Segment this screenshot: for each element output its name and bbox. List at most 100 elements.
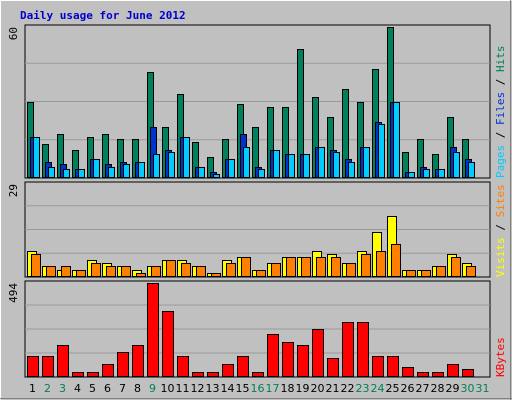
bar-pages-day-11: [183, 137, 190, 178]
bar-pages-day-9: [153, 154, 160, 178]
bar-sites-day-26: [406, 270, 416, 277]
bar-sites-day-28: [436, 266, 446, 277]
bar-sites-day-2: [46, 266, 56, 277]
bar-sites-day-4: [76, 270, 86, 277]
bar-pages-day-20: [318, 147, 325, 178]
bar-sites-day-9: [151, 266, 161, 277]
bar-kbytes-day-10: [162, 311, 174, 377]
bar-pages-day-3: [63, 169, 70, 178]
x-tick-day-10: 10: [161, 382, 175, 395]
bar-kbytes-day-12: [192, 372, 204, 377]
legend-kbytes: KBytes: [494, 337, 507, 377]
bar-sites-day-18: [286, 257, 296, 277]
x-tick-day-26: 26: [401, 382, 415, 395]
bar-pages-day-17: [273, 150, 280, 178]
bar-kbytes-day-8: [132, 345, 144, 377]
legend-hits: Hits: [494, 46, 507, 73]
x-tick-day-1: 1: [29, 382, 36, 395]
bar-pages-day-18: [288, 154, 295, 178]
bar-pages-day-26: [408, 172, 415, 178]
bar-pages-day-19: [303, 154, 310, 178]
x-tick-day-3: 3: [59, 382, 66, 395]
panel-hits-ymax-label: 60: [7, 27, 20, 40]
x-tick-day-14: 14: [221, 382, 235, 395]
x-tick-day-15: 15: [236, 382, 250, 395]
bar-kbytes-day-30: [462, 369, 474, 377]
bar-sites-day-16: [256, 270, 266, 277]
panel-visits: 29 Visits / Sites: [7, 181, 507, 278]
x-tick-day-31: 31: [476, 382, 490, 395]
panel-kbytes: 494 KBytes: [7, 280, 507, 378]
panel-visits-ymax-label: 29: [7, 184, 20, 197]
panel-hits-series-legend: Pages / Files / Hits: [494, 46, 507, 179]
bar-pages-day-13: [213, 174, 220, 178]
legend-visits: Visits: [494, 237, 507, 277]
bar-pages-day-2: [48, 167, 55, 178]
legend-separator: /: [494, 217, 507, 237]
bar-kbytes-day-27: [417, 372, 429, 377]
bar-kbytes-day-9: [147, 283, 159, 377]
x-tick-day-6: 6: [104, 382, 111, 395]
bar-sites-day-3: [61, 266, 71, 277]
bar-sites-day-27: [421, 270, 431, 277]
bar-pages-day-24: [378, 124, 385, 178]
x-tick-day-25: 25: [386, 382, 400, 395]
panel-visits-series-legend: Visits / Sites: [494, 184, 507, 277]
bar-pages-day-28: [438, 169, 445, 178]
bar-pages-day-14: [228, 159, 235, 178]
x-tick-day-12: 12: [191, 382, 205, 395]
x-tick-day-22: 22: [341, 382, 355, 395]
bar-kbytes-day-3: [57, 345, 69, 377]
bar-sites-day-14: [226, 263, 236, 277]
bar-sites-day-25: [391, 244, 401, 277]
bar-kbytes-day-15: [237, 356, 249, 377]
bar-kbytes-day-23: [357, 322, 369, 377]
bar-kbytes-day-24: [372, 356, 384, 377]
bar-pages-day-8: [138, 162, 145, 178]
bar-pages-day-27: [423, 169, 430, 178]
x-axis-day-labels: 1 2 3 4 5 6 7 8 9 10 11 12 13 14 15 16 17 18 19 20 21 22 23 24 2…: [29, 382, 490, 395]
bar-kbytes-day-6: [102, 364, 114, 377]
bar-kbytes-day-7: [117, 352, 129, 377]
bar-sites-day-15: [241, 257, 251, 277]
bar-kbytes-day-28: [432, 372, 444, 377]
bar-sites-day-6: [106, 266, 116, 277]
x-tick-day-13: 13: [206, 382, 220, 395]
bar-pages-day-30: [468, 162, 475, 178]
bar-pages-day-25: [393, 102, 400, 178]
panel-kbytes-series-legend: KBytes: [494, 337, 507, 377]
bar-kbytes-day-13: [207, 372, 219, 377]
bar-sites-day-22: [346, 263, 356, 277]
panel-hits: 60 Pages / Files / Hits: [7, 24, 507, 179]
bar-kbytes-day-22: [342, 322, 354, 377]
bar-kbytes-day-25: [387, 356, 399, 377]
bar-sites-day-19: [301, 257, 311, 277]
bar-kbytes-day-19: [297, 345, 309, 377]
x-tick-day-4: 4: [74, 382, 81, 395]
bar-sites-day-23: [361, 254, 371, 277]
x-tick-day-28: 28: [431, 382, 445, 395]
bar-sites-day-30: [466, 266, 476, 277]
legend-separator: /: [494, 125, 507, 145]
bar-pages-day-15: [243, 147, 250, 178]
bar-sites-day-24: [376, 251, 386, 277]
bar-kbytes-day-1: [27, 356, 39, 377]
x-tick-day-24: 24: [371, 382, 385, 395]
bar-sites-day-13: [211, 273, 221, 277]
x-tick-day-16: 16: [251, 382, 265, 395]
bar-pages-day-23: [363, 147, 370, 178]
bar-kbytes-day-29: [447, 364, 459, 377]
bar-sites-day-21: [331, 257, 341, 277]
bar-kbytes-day-21: [327, 358, 339, 377]
bar-pages-day-29: [453, 152, 460, 178]
x-tick-day-7: 7: [119, 382, 126, 395]
bar-kbytes-day-2: [42, 356, 54, 377]
chart-title: Daily usage for June 2012: [20, 9, 186, 22]
panel-kbytes-ymax-label: 494: [7, 283, 20, 303]
bar-sites-day-11: [181, 263, 191, 277]
x-tick-day-27: 27: [416, 382, 430, 395]
bar-kbytes-day-5: [87, 372, 99, 377]
x-tick-day-9: 9: [149, 382, 156, 395]
bar-kbytes-day-26: [402, 367, 414, 377]
